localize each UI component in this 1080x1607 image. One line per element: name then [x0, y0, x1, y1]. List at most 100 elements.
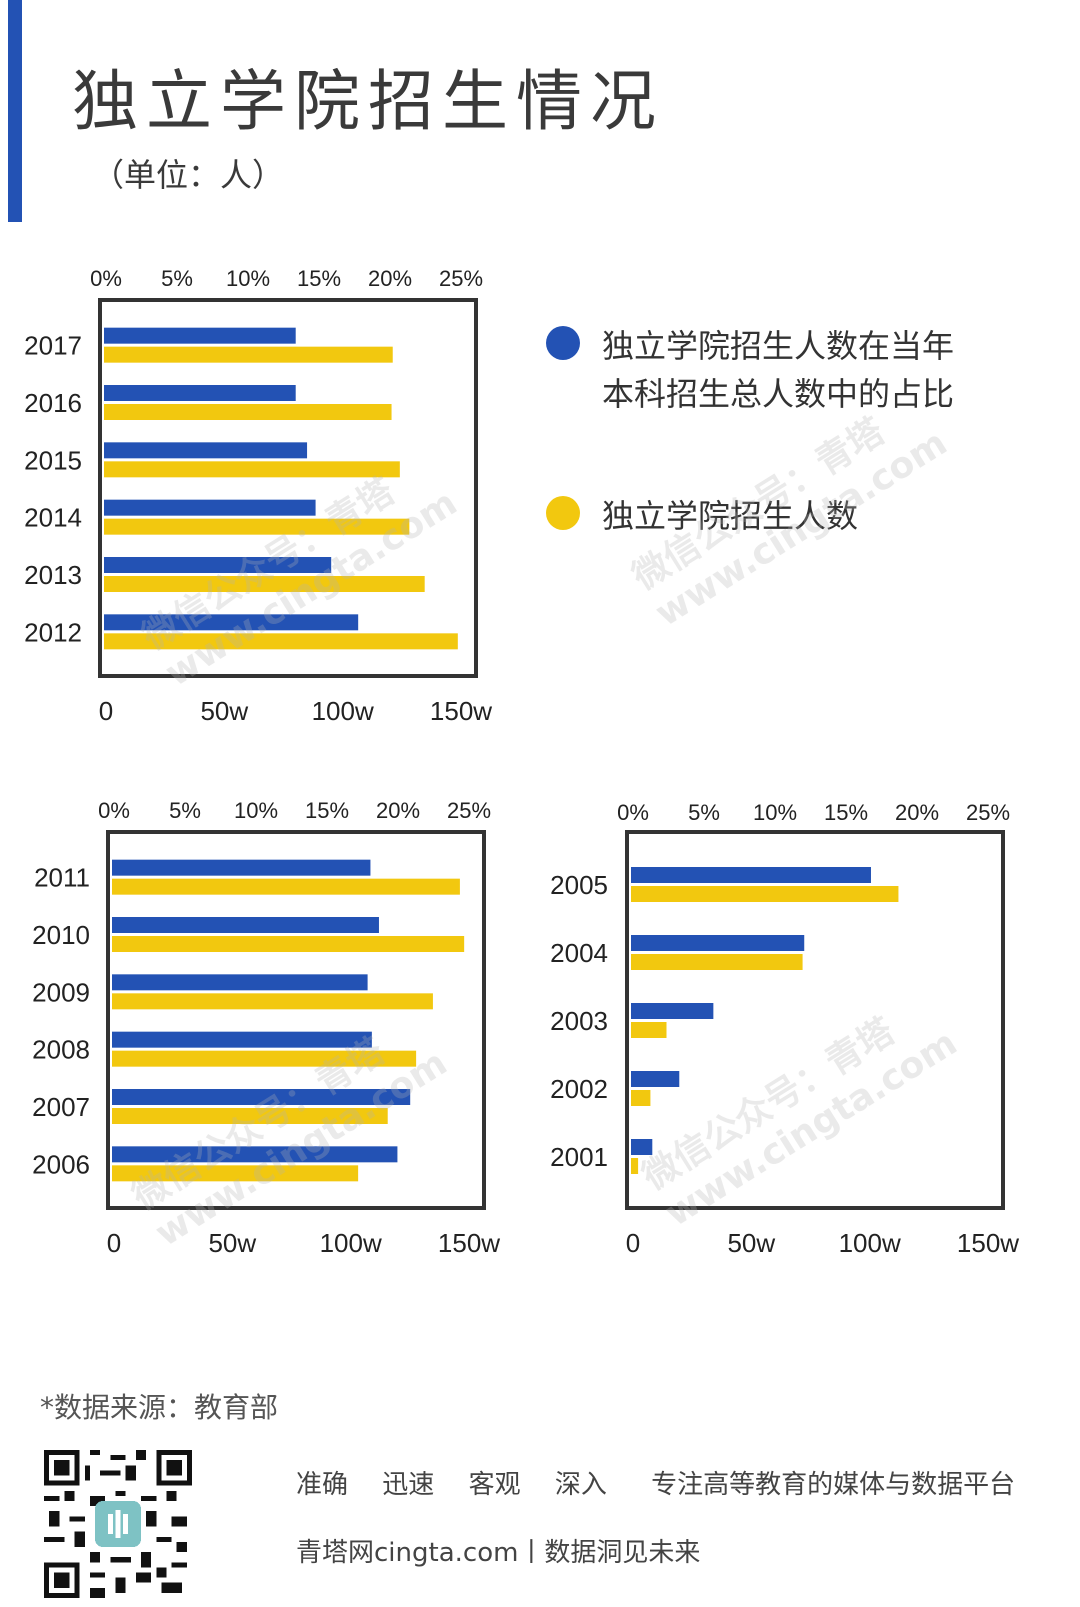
- category-label-2017: 2017: [24, 331, 82, 361]
- bottom-axis-tick-label: 150w: [438, 1228, 500, 1258]
- bottom-axis-tick-label: 0: [107, 1228, 121, 1258]
- bottom-axis-tick-label: 100w: [839, 1228, 901, 1258]
- bar-share-2002: [631, 1071, 680, 1087]
- data-source-note: *数据来源：教育部: [40, 1391, 279, 1424]
- chart-2-group: 2005 2004 2003 2002 2001 0% 5% 10% 15% 20% 25% 0 50w…: [550, 800, 1019, 1258]
- top-axis-tick-label: 0%: [617, 800, 649, 825]
- bar-count-2009: [112, 993, 433, 1010]
- chart-frame: [625, 830, 1005, 1210]
- footer-site-link[interactable]: 青塔网cingta.com丨数据洞见未来: [296, 1538, 701, 1568]
- category-label-2003: 2003: [550, 1006, 608, 1036]
- legend-item-count: 独立学院招生人数: [546, 492, 1026, 542]
- bar-share-2009: [112, 974, 368, 991]
- category-label-2016: 2016: [24, 388, 82, 418]
- top-axis-tick-label: 10%: [753, 800, 797, 825]
- category-label-2014: 2014: [24, 503, 82, 533]
- bar-share-2010: [112, 917, 379, 933]
- legend-share-swatch: [546, 326, 580, 360]
- bar-count-2014: [104, 518, 410, 535]
- bar-share-2017: [104, 327, 296, 344]
- slogan-fast: 迅速: [382, 1470, 435, 1500]
- top-axis-tick-label: 0%: [98, 798, 130, 823]
- bar-count-2004: [631, 954, 803, 970]
- bar-count-2015: [104, 461, 400, 478]
- top-axis-tick-label: 20%: [368, 266, 412, 291]
- bar-share-2016: [104, 385, 296, 401]
- bar-count-2013: [104, 576, 425, 592]
- legend-share-label-line1: 独立学院招生人数在当年: [602, 327, 955, 365]
- category-label-2009: 2009: [32, 977, 90, 1007]
- bar-share-2015: [104, 442, 308, 459]
- top-axis-tick-label: 10%: [234, 798, 278, 823]
- chart-0-group: 2017 2016 2015 2014 2013 2012 0% 5% 10% 15% 20% 25%…: [24, 266, 492, 726]
- slogan-deep: 深入: [554, 1470, 607, 1500]
- bottom-axis-tick-label: 100w: [312, 696, 374, 726]
- chart-frame: [106, 830, 486, 1210]
- bottom-axis-tick-label: 100w: [320, 1228, 382, 1258]
- top-axis-tick-label: 0%: [90, 266, 122, 291]
- bottom-axis-tick-label: 50w: [200, 696, 248, 726]
- bar-count-2017: [104, 346, 393, 363]
- bar-count-2003: [631, 1022, 667, 1038]
- bottom-axis-tick-label: 50w: [208, 1228, 256, 1258]
- top-axis-tick-label: 20%: [376, 798, 420, 823]
- top-axis-tick-label: 15%: [297, 266, 341, 291]
- top-axis-tick-label: 5%: [161, 266, 193, 291]
- bar-share-2011: [112, 859, 371, 876]
- bar-count-2008: [112, 1050, 417, 1067]
- bottom-axis-tick-label: 150w: [430, 696, 492, 726]
- bar-count-2016: [104, 404, 392, 420]
- top-axis-tick-label: 5%: [169, 798, 201, 823]
- top-axis-tick-label: 25%: [447, 798, 491, 823]
- top-axis-tick-label: 15%: [305, 798, 349, 823]
- category-label-2005: 2005: [550, 870, 608, 900]
- top-axis-tick-label: 5%: [688, 800, 720, 825]
- bottom-axis-tick-label: 0: [99, 696, 113, 726]
- bar-count-2011: [112, 878, 460, 895]
- legend-count-label-line1: 独立学院招生人数: [602, 497, 859, 535]
- top-axis-tick-label: 10%: [226, 266, 270, 291]
- category-label-2006: 2006: [32, 1149, 90, 1179]
- legend-share-label-line2: 本科招生总人数中的占比: [602, 375, 955, 413]
- bar-count-2002: [631, 1090, 651, 1106]
- top-axis-tick-label: 25%: [966, 800, 1010, 825]
- bar-share-2001: [631, 1139, 653, 1155]
- footer-tagline: 专注高等教育的媒体与数据平台: [651, 1470, 1016, 1500]
- category-label-2010: 2010: [32, 920, 90, 950]
- bottom-axis-tick-label: 150w: [957, 1228, 1019, 1258]
- category-label-2007: 2007: [32, 1092, 90, 1122]
- bar-share-2012: [104, 614, 359, 631]
- bottom-axis-tick-label: 50w: [727, 1228, 775, 1258]
- category-label-2001: 2001: [550, 1142, 608, 1172]
- legend-item-share: 独立学院招生人数在当年 本科招生总人数中的占比: [546, 322, 1026, 422]
- bar-share-2003: [631, 1003, 714, 1019]
- category-label-2004: 2004: [550, 938, 608, 968]
- slogan-accurate: 准确: [296, 1470, 349, 1500]
- footer-slogan: 准确 迅速 客观 深入 专注高等教育的媒体与数据平台: [296, 1464, 1015, 1501]
- category-label-2002: 2002: [550, 1074, 608, 1104]
- bar-share-2013: [104, 557, 332, 573]
- bar-count-2001: [631, 1158, 639, 1174]
- bar-count-2005: [631, 886, 899, 902]
- category-label-2012: 2012: [24, 617, 82, 647]
- qr-code-icon: [44, 1450, 192, 1598]
- category-label-2011: 2011: [34, 863, 90, 893]
- bar-share-2005: [631, 867, 871, 883]
- top-axis-tick-label: 15%: [824, 800, 868, 825]
- chart-frame: [98, 298, 478, 678]
- top-axis-tick-label: 25%: [439, 266, 483, 291]
- chart-1-group: 2011 2010 2009 2008 2007 2006 0% 5% 10% 15% 20% 25%…: [32, 798, 500, 1258]
- bar-count-2010: [112, 936, 465, 952]
- category-label-2008: 2008: [32, 1035, 90, 1065]
- bar-count-2006: [112, 1165, 359, 1182]
- legend-count-swatch: [546, 496, 580, 530]
- slogan-objective: 客观: [468, 1470, 521, 1500]
- bar-count-2012: [104, 633, 458, 650]
- page-title: 独立学院招生情况: [72, 63, 664, 140]
- bar-share-2014: [104, 499, 316, 516]
- bar-share-2006: [112, 1146, 398, 1163]
- category-label-2013: 2013: [24, 560, 82, 590]
- category-label-2015: 2015: [24, 445, 82, 475]
